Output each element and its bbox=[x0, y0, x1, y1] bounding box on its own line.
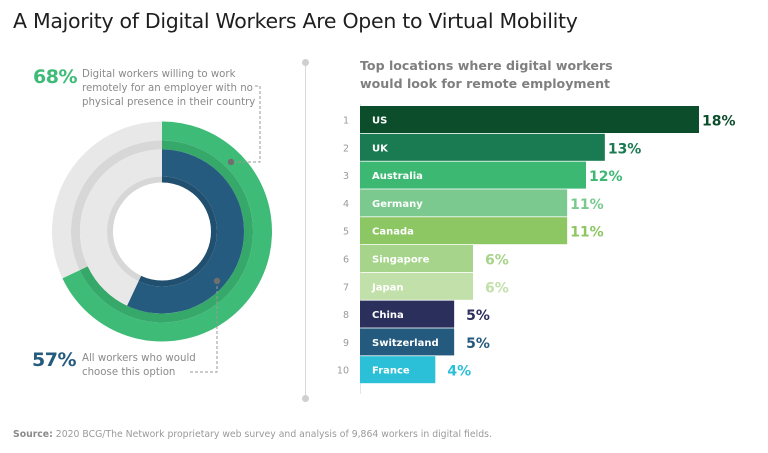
outer-desc-line: Digital workers willing to work bbox=[82, 69, 236, 80]
bar bbox=[360, 161, 586, 189]
outer-leader-dot bbox=[227, 158, 235, 166]
bar-row: 4 Germany 11% bbox=[343, 189, 604, 217]
bar-category-label: UK bbox=[372, 143, 389, 154]
inner-desc-line: choose this option bbox=[82, 367, 176, 378]
outer-ring-remainder-band bbox=[70, 140, 162, 271]
outer-desc-line: remotely for an employer with no bbox=[82, 83, 253, 94]
bar-category-label: Switzerland bbox=[372, 338, 439, 349]
outer-leader-line bbox=[231, 85, 261, 163]
source-text: 2020 BCG/The Network proprietary web sur… bbox=[52, 429, 492, 440]
bar bbox=[360, 272, 473, 300]
bar-category-label: Germany bbox=[372, 199, 423, 210]
bar-row: 5 Canada 11% bbox=[343, 217, 604, 245]
bar-value-label: 13% bbox=[608, 141, 642, 157]
rank-label: 6 bbox=[343, 255, 349, 266]
inner-stat-description: All workers who would choose this option bbox=[82, 352, 196, 380]
bar-chart-title-line: Top locations where digital workers bbox=[360, 58, 613, 73]
bar bbox=[360, 328, 455, 356]
rank-label: 9 bbox=[343, 338, 349, 349]
rank-label: 4 bbox=[343, 199, 349, 210]
bar bbox=[360, 106, 699, 133]
bar-row: 1 US 18% bbox=[343, 106, 736, 133]
bar-row: 2 UK 13% bbox=[343, 133, 642, 161]
bar-value-label: 11% bbox=[570, 225, 604, 241]
page-title: A Majority of Digital Workers Are Open t… bbox=[13, 9, 578, 33]
rank-label: 5 bbox=[343, 227, 349, 238]
bar-value-label: 5% bbox=[466, 308, 490, 324]
outer-stat-description: Digital workers willing to work remotely… bbox=[82, 68, 255, 110]
inner-leader-line bbox=[190, 281, 218, 373]
inner-ring-remainder-band bbox=[106, 176, 162, 282]
inner-desc-line: All workers who would bbox=[82, 353, 196, 364]
bar-value-label: 4% bbox=[447, 364, 471, 380]
bar-category-label: France bbox=[372, 366, 410, 377]
bar-row: 6 Singapore 6% bbox=[343, 245, 509, 272]
outer-ring-remainder bbox=[51, 121, 162, 279]
inner-leader-dot bbox=[213, 277, 221, 285]
bar bbox=[360, 356, 436, 384]
inner-ring-remainder bbox=[79, 149, 162, 306]
inner-stat-value: 57% bbox=[32, 349, 76, 371]
divider-bottom-dot bbox=[302, 395, 309, 402]
source-note: Source: 2020 BCG/The Network proprietary… bbox=[13, 429, 492, 440]
bar-value-label: 12% bbox=[589, 169, 623, 185]
bar-category-label: Canada bbox=[372, 227, 414, 238]
inner-ring-value bbox=[127, 149, 244, 314]
bar-value-label: 18% bbox=[702, 114, 736, 130]
bar-value-label: 6% bbox=[485, 253, 509, 269]
rank-label: 10 bbox=[337, 366, 349, 377]
section-divider bbox=[305, 62, 306, 398]
rank-label: 8 bbox=[343, 310, 349, 321]
bar-chart-title-line: would look for remote employment bbox=[360, 76, 611, 91]
bar-row: 10 France 4% bbox=[337, 356, 471, 384]
rank-label: 3 bbox=[343, 171, 349, 182]
outer-desc-line: physical presence in their country bbox=[82, 97, 256, 108]
rank-label: 2 bbox=[343, 143, 349, 154]
bar-value-label: 6% bbox=[485, 280, 509, 296]
rank-label: 7 bbox=[343, 282, 349, 293]
divider-top-dot bbox=[302, 59, 309, 66]
bar-row: 9 Switzerland 5% bbox=[343, 328, 490, 356]
bar bbox=[360, 245, 473, 272]
bar-row: 8 China 5% bbox=[343, 300, 490, 328]
bar-value-label: 11% bbox=[570, 197, 604, 213]
bar bbox=[360, 133, 605, 161]
bar-chart-title: Top locations where digital workers woul… bbox=[360, 57, 613, 93]
source-label: Source: bbox=[13, 429, 53, 440]
bar bbox=[360, 300, 455, 328]
bar-value-label: 5% bbox=[466, 336, 490, 352]
bar-category-label: Japan bbox=[371, 282, 404, 293]
outer-stat-value: 68% bbox=[33, 66, 77, 88]
donut-chart bbox=[51, 85, 272, 373]
bar-category-label: Australia bbox=[372, 171, 423, 182]
bar-category-label: US bbox=[372, 116, 387, 127]
bar bbox=[360, 217, 568, 245]
bar-row: 3 Australia 12% bbox=[343, 161, 623, 189]
bar-category-label: China bbox=[372, 310, 404, 321]
rank-label: 1 bbox=[343, 116, 349, 127]
bar-category-label: Singapore bbox=[372, 255, 430, 266]
bar bbox=[360, 189, 568, 217]
bar-row: 7 Japan 6% bbox=[343, 272, 509, 300]
